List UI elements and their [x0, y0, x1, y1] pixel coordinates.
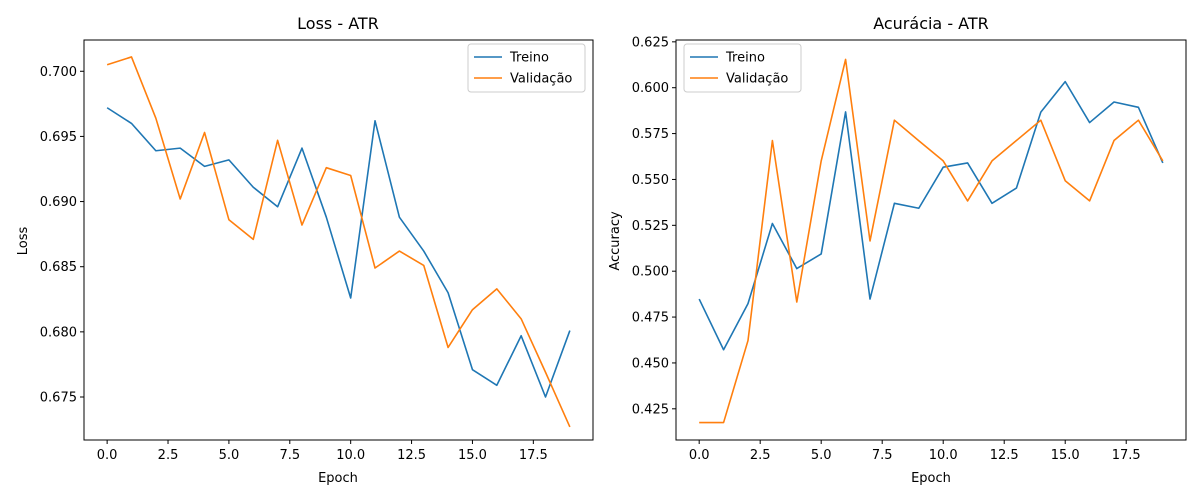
- loss-x-tick-label: 5.0: [219, 448, 240, 463]
- loss-legend-label-treino: Treino: [509, 51, 549, 66]
- accuracy-y-tick-label: 0.450: [632, 356, 669, 371]
- loss-x-tick-label: 2.5: [158, 448, 179, 463]
- accuracy-series-line-validacao: [699, 58, 1164, 424]
- accuracy-x-tick-label: 17.5: [1112, 448, 1141, 463]
- loss-chart-title: Loss - ATR: [297, 14, 379, 33]
- accuracy-y-tick-label: 0.625: [632, 35, 669, 50]
- accuracy-y-tick-label: 0.525: [632, 219, 669, 234]
- accuracy-y-axis-label: Accuracy: [608, 211, 623, 271]
- loss-axes-frame: [83, 39, 594, 441]
- accuracy-y-tick-label: 0.550: [632, 173, 669, 188]
- accuracy-y-tick-label: 0.475: [632, 311, 669, 326]
- loss-y-tick-label: 0.680: [40, 325, 77, 340]
- accuracy-legend-box: [683, 43, 802, 93]
- loss-y-tick-label: 0.700: [40, 65, 77, 80]
- loss-series-line-treino: [106, 107, 571, 398]
- accuracy-legend: Treino Validação: [683, 43, 802, 93]
- accuracy-legend-label-treino: Treino: [725, 51, 765, 66]
- loss-legend-box: [467, 43, 586, 93]
- loss-y-tick-label: 0.685: [40, 260, 77, 275]
- loss-x-tick-label: 0.0: [97, 448, 118, 463]
- accuracy-y-tick-label: 0.500: [632, 265, 669, 280]
- loss-x-tick-label: 17.5: [519, 448, 548, 463]
- loss-x-tick-label: 7.5: [279, 448, 300, 463]
- loss-legend: Treino Validação: [467, 43, 586, 93]
- accuracy-x-tick-label: 7.5: [872, 448, 893, 463]
- accuracy-series-line-treino: [698, 80, 1164, 351]
- accuracy-y-tick-label: 0.600: [632, 81, 669, 96]
- accuracy-chart-title: Acurácia - ATR: [873, 14, 989, 33]
- loss-legend-label-validacao: Validação: [510, 72, 572, 87]
- accuracy-legend-label-validacao: Validação: [726, 72, 788, 87]
- loss-y-tick-label: 0.690: [40, 195, 77, 210]
- accuracy-y-tick-label: 0.425: [632, 402, 669, 417]
- loss-plot-area: 0.0 2.5 5.0 7.5 10.0 12.5 15.0 17.5 0.675 0.680 0.…: [40, 39, 594, 463]
- loss-series-line-validacao: [106, 56, 571, 428]
- accuracy-axes-frame: [675, 39, 1187, 441]
- loss-y-tick-label: 0.695: [40, 130, 77, 145]
- accuracy-x-tick-label: 12.5: [990, 448, 1019, 463]
- loss-x-axis-label: Epoch: [318, 471, 358, 486]
- accuracy-x-tick-label: 5.0: [811, 448, 832, 463]
- loss-x-tick-label: 12.5: [397, 448, 426, 463]
- accuracy-plot-area: 0.0 2.5 5.0 7.5 10.0 12.5 15.0 17.5 0.425 0.450 0.…: [632, 35, 1187, 463]
- accuracy-x-tick-label: 15.0: [1051, 448, 1080, 463]
- loss-y-tick-label: 0.675: [40, 391, 77, 406]
- accuracy-chart-panel: Acurácia - ATR Epoch Accuracy 0.0 2.5 5.0 7…: [608, 14, 1187, 486]
- accuracy-x-tick-label: 10.0: [929, 448, 958, 463]
- accuracy-y-tick-label: 0.575: [632, 127, 669, 142]
- accuracy-x-tick-label: 2.5: [750, 448, 771, 463]
- loss-chart-panel: Loss - ATR Epoch Loss 0.0 2.5 5.0 7.5 10.0 12…: [16, 14, 594, 486]
- accuracy-x-tick-label: 0.0: [689, 448, 710, 463]
- accuracy-x-axis-label: Epoch: [911, 471, 951, 486]
- loss-y-axis-label: Loss: [16, 227, 31, 256]
- loss-x-tick-label: 15.0: [458, 448, 487, 463]
- loss-x-tick-label: 10.0: [336, 448, 365, 463]
